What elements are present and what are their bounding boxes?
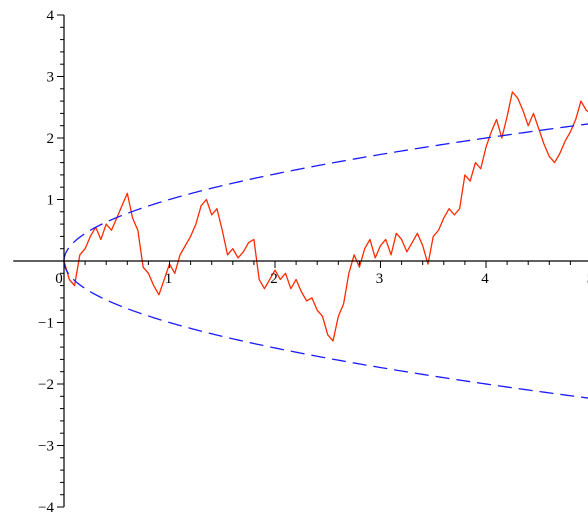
x-tick-label: 1 bbox=[165, 271, 173, 287]
x-tick-label: 2 bbox=[270, 271, 278, 287]
upper-bound-curve bbox=[63, 123, 588, 262]
lower-bound-curve bbox=[63, 260, 588, 399]
axes bbox=[13, 15, 588, 507]
tick-labels: 0 1 2 3 4 5 −4 −3 −2 −1 1 2 3 4 bbox=[38, 8, 588, 514]
x-tick-label: 4 bbox=[481, 271, 489, 287]
x-tick-label: 3 bbox=[376, 271, 384, 287]
y-tick-label: −4 bbox=[38, 500, 54, 514]
x-tick-label: 5 bbox=[587, 271, 588, 287]
y-tick-label: −1 bbox=[38, 316, 54, 332]
y-tick-label: 3 bbox=[47, 70, 55, 86]
x-tick-label: 0 bbox=[55, 271, 63, 287]
y-tick-label: −2 bbox=[38, 377, 54, 393]
plot-area bbox=[63, 91, 588, 399]
random-walk-series bbox=[63, 91, 588, 342]
y-tick-label: 1 bbox=[47, 193, 55, 209]
y-tick-label: 4 bbox=[47, 8, 55, 24]
ticks bbox=[57, 14, 571, 508]
y-tick-label: 2 bbox=[47, 131, 55, 147]
y-tick-label: −3 bbox=[38, 439, 54, 455]
